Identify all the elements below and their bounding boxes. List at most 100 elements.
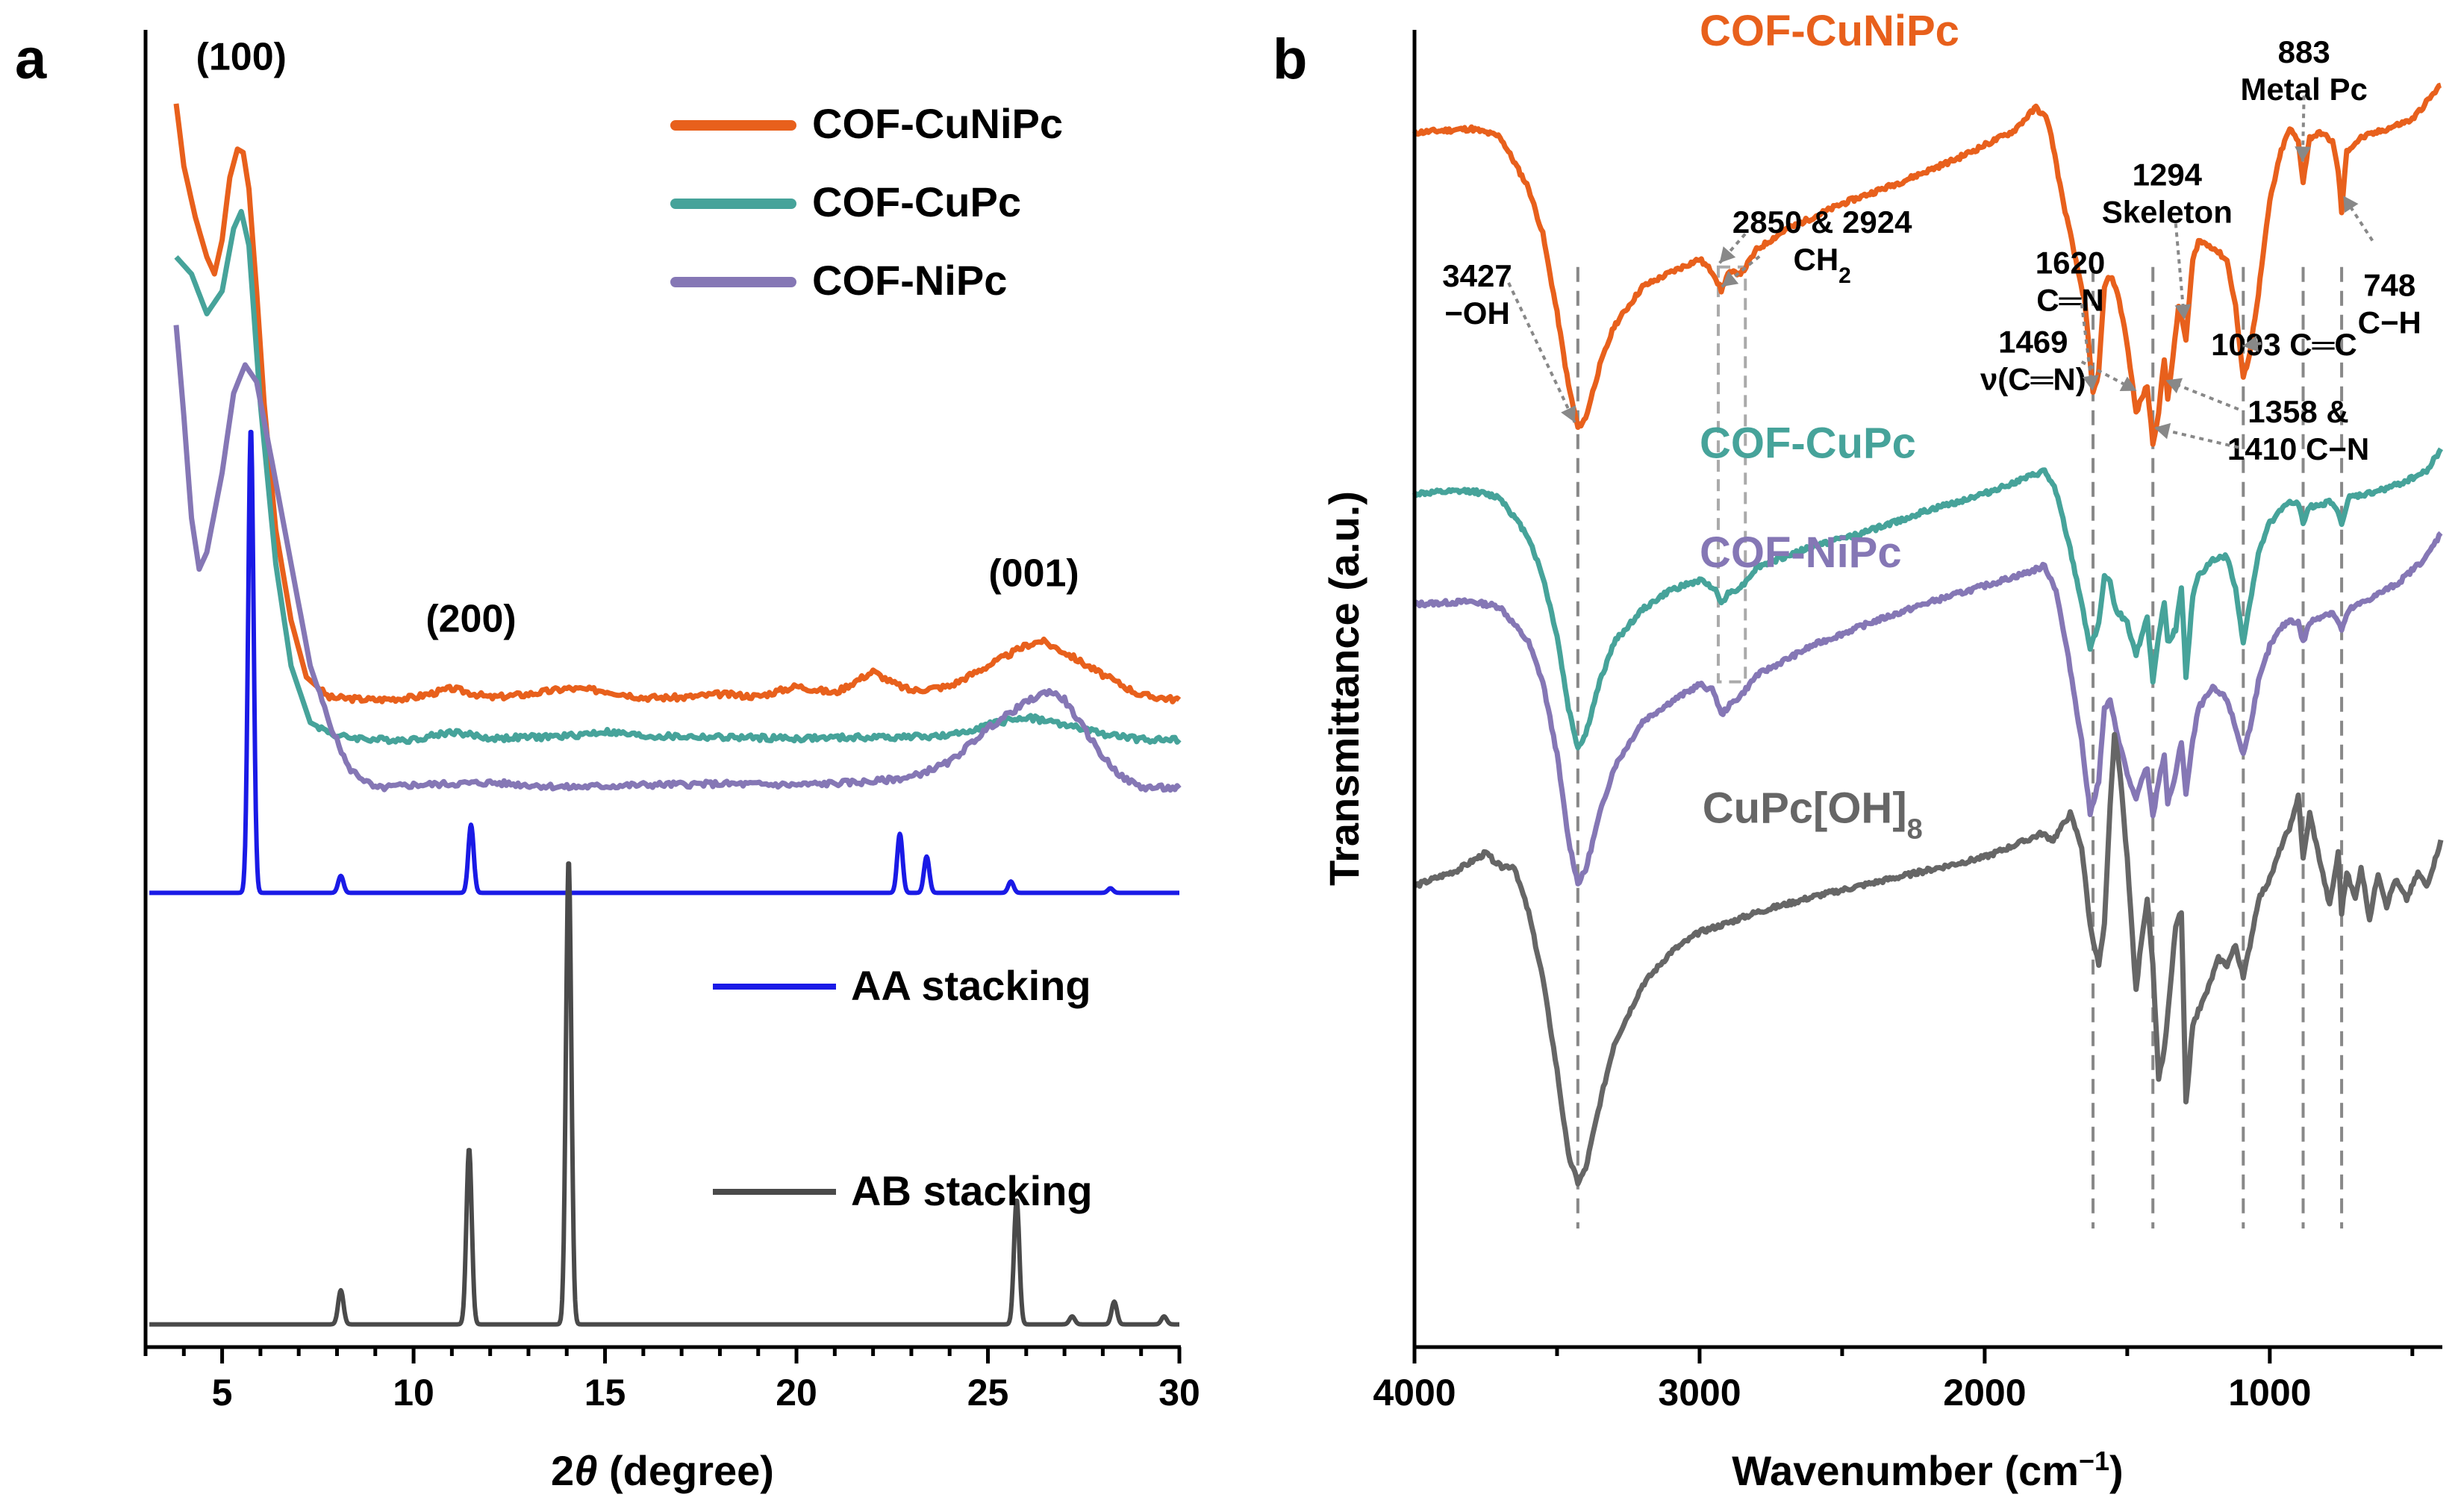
xrd-series-cof-nipc	[173, 325, 1182, 793]
panel-b-letter: b	[1273, 28, 1307, 91]
ftir-arrow-shaft-0	[1507, 282, 1576, 423]
xrd-x-axis-title-prefix: 2	[551, 1447, 574, 1494]
ftir-series-cupc-oh-8	[1412, 731, 2444, 1187]
ftir-tick-label-3000: 3000	[1658, 1372, 1741, 1413]
panel-a-letter: a	[15, 28, 47, 91]
ftir-arrow-shaft-8	[2080, 360, 2138, 393]
ftir-annotation-8: 1358 & 1410 C−N	[2227, 394, 2369, 466]
ftir-annotation-3: 1294 Skeleton	[2102, 157, 2233, 229]
ftir-guides	[1576, 265, 2344, 1229]
ftir-arrow-head-10	[2154, 422, 2171, 440]
xrd-series-ab-stacking	[148, 861, 1181, 1327]
ftir-series-label-1: COF-CuPc	[1700, 419, 1916, 468]
ftir-series-label-2: COF-NiPc	[1700, 528, 1902, 577]
ftir-series-cof-nipc	[1412, 531, 2443, 887]
xrd-series-aa-stacking	[148, 429, 1181, 896]
ftir-annotation-1-sub: 2	[1838, 263, 1851, 287]
ftir-series-label-text-2: COF-NiPc	[1700, 528, 1902, 577]
ftir-series-label-3: CuPc[OH]8	[1703, 784, 1923, 846]
ftir-x-axis-title-close: )	[2109, 1447, 2124, 1494]
ftir-annotation-5-line-1: C−H	[2358, 305, 2421, 340]
ftir-ch2-band-box	[1716, 265, 1747, 684]
ftir-ticks: 4000 3000 2000 1000	[1373, 1347, 2415, 1413]
xrd-tick-label-10: 10	[393, 1372, 434, 1413]
ftir-annotation-3-line-1: Skeleton	[2102, 194, 2233, 229]
ftir-series-label-sub-3: 8	[1907, 814, 1923, 846]
xrd-inline-label-aa-stacking: AA stacking	[851, 962, 1091, 1009]
ftir-annotation-arrow-4	[2174, 223, 2192, 320]
xrd-series	[148, 103, 1182, 1327]
xrd-legend-label-cof-cunipc: COF-CuNiPc	[812, 100, 1063, 147]
ftir-x-axis-title-exp: −1	[2079, 1446, 2109, 1476]
ftir-annotation-0: 3427 −OH	[1442, 258, 1512, 331]
ftir-annotation-arrow-8	[2080, 360, 2138, 393]
xrd-tick-label-5: 5	[212, 1372, 233, 1413]
xrd-peak-labels: (100) (200) (001)	[196, 35, 1079, 640]
ftir-annotation-4: 883 Metal Pc	[2240, 34, 2367, 107]
ftir-arrow-head-7	[2242, 335, 2259, 352]
ftir-annotation-8-line-0: 1358 &	[2248, 394, 2348, 429]
xrd-legend-label-cof-cupc: COF-CuPc	[812, 178, 1021, 225]
xrd-tick-label-25: 25	[967, 1372, 1009, 1413]
ftir-annotation-4-line-0: 883	[2278, 34, 2330, 69]
ftir-arrow-head-8	[2119, 376, 2137, 392]
ftir-arrow-head-1	[1719, 246, 1736, 263]
ftir-tick-label-4000: 4000	[1373, 1372, 1456, 1413]
ftir-arrow-head-0	[1561, 405, 1576, 422]
ftir-annotation-5-line-0: 748	[2363, 268, 2415, 303]
ftir-series-label-0: COF-CuNiPc	[1700, 7, 1959, 55]
xrd-tick-label-20: 20	[776, 1372, 817, 1413]
ftir-arrow-head-2	[1721, 271, 1739, 287]
xrd-x-axis-title-theta: θ	[574, 1447, 597, 1494]
ftir-x-axis-title: Wavenumber (cm−1)	[1732, 1446, 2123, 1495]
ftir-series: COF-CuNiPc COF-CuPc COF-NiPc CuPc[OH]8	[1412, 7, 2444, 1187]
ftir-arrow-head-3	[2082, 375, 2099, 391]
ftir-arrow-head-5	[2295, 146, 2312, 162]
xrd-series-cof-cupc	[174, 208, 1182, 746]
ftir-annotation-3-line-0: 1294	[2133, 157, 2203, 192]
ftir-annotation-arrow-5	[2295, 96, 2312, 162]
ftir-tick-label-2000: 2000	[1943, 1372, 2026, 1413]
ftir-arrow-shaft-1	[1718, 233, 1747, 264]
ftir-annotation-arrow-7	[2242, 335, 2262, 352]
ftir-x-axis-title-main: Wavenumber (cm	[1732, 1447, 2079, 1494]
ftir-series-label-text-1: COF-CuPc	[1700, 419, 1916, 468]
ftir-annotations: 3427 −OH 2850 & 2924 CH2 1620 C═N 1294 Skeleton…	[1442, 34, 2421, 466]
ftir-annotation-1: 2850 & 2924 CH2	[1732, 204, 1912, 288]
ftir-tick-label-1000: 1000	[2228, 1372, 2311, 1413]
ftir-y-axis-title: Transmittance (a.u.)	[1320, 491, 1367, 886]
ftir-series-cof-cupc	[1412, 447, 2444, 751]
ftir-annotation-8-line-1: 1410 C−N	[2227, 431, 2369, 466]
xrd-inline-label-ab-stacking: AB stacking	[851, 1167, 1093, 1214]
ftir-annotation-6-line-0: 1093 C═C	[2211, 327, 2357, 362]
ftir-annotation-0-line-0: 3427	[1442, 258, 1512, 293]
ftir-annotation-arrow-10	[2153, 422, 2239, 449]
xrd-peak-label-0: (100)	[196, 35, 287, 78]
ftir-annotation-6: 1093 C═C	[2211, 327, 2357, 362]
xrd-tick-label-30: 30	[1158, 1372, 1200, 1413]
ftir-annotation-arrow-1	[1718, 233, 1747, 264]
ftir-annotation-7-line-0: 1469	[1998, 324, 2068, 359]
xrd-legend-label-cof-nipc: COF-NiPc	[812, 257, 1007, 304]
ftir-arrow-head-6	[2343, 196, 2359, 213]
ftir-series-cof-cunipc	[1412, 82, 2442, 447]
ftir-annotation-arrow-2	[1721, 255, 1761, 288]
ftir-annotation-0-line-1: −OH	[1444, 296, 1510, 331]
ftir-annotation-7: 1469 ν(C═N)	[1980, 324, 2086, 396]
ftir-arrow-shaft-4	[2174, 223, 2186, 320]
ftir-arrow-head-4	[2174, 304, 2192, 320]
ftir-annotation-arrow-6	[2342, 195, 2374, 242]
ftir-annotation-2-line-1: C═N	[2036, 283, 2103, 318]
xrd-x-axis-title-unit: (degree)	[597, 1447, 774, 1494]
ftir-annotation-arrow-0	[1507, 282, 1576, 423]
xrd-series-cof-cunipc	[173, 103, 1182, 705]
ftir-panel: b COF-CuNiPc COF-CuPc COF-NiPc CuPc[OH]8 34…	[1273, 7, 2444, 1495]
ftir-annotation-arrow-9	[2165, 378, 2239, 411]
ftir-annotation-7-line-1: ν(C═N)	[1980, 361, 2086, 396]
ftir-series-label-text-3: CuPc[OH]	[1703, 784, 1907, 833]
ftir-annotation-2: 1620 C═N	[2036, 246, 2105, 318]
ftir-arrow-head-9	[2165, 378, 2183, 394]
xrd-peak-label-1: (200)	[425, 597, 516, 640]
ftir-annotation-5: 748 C−H	[2358, 268, 2421, 340]
ftir-annotation-2-line-0: 1620	[2036, 246, 2105, 281]
